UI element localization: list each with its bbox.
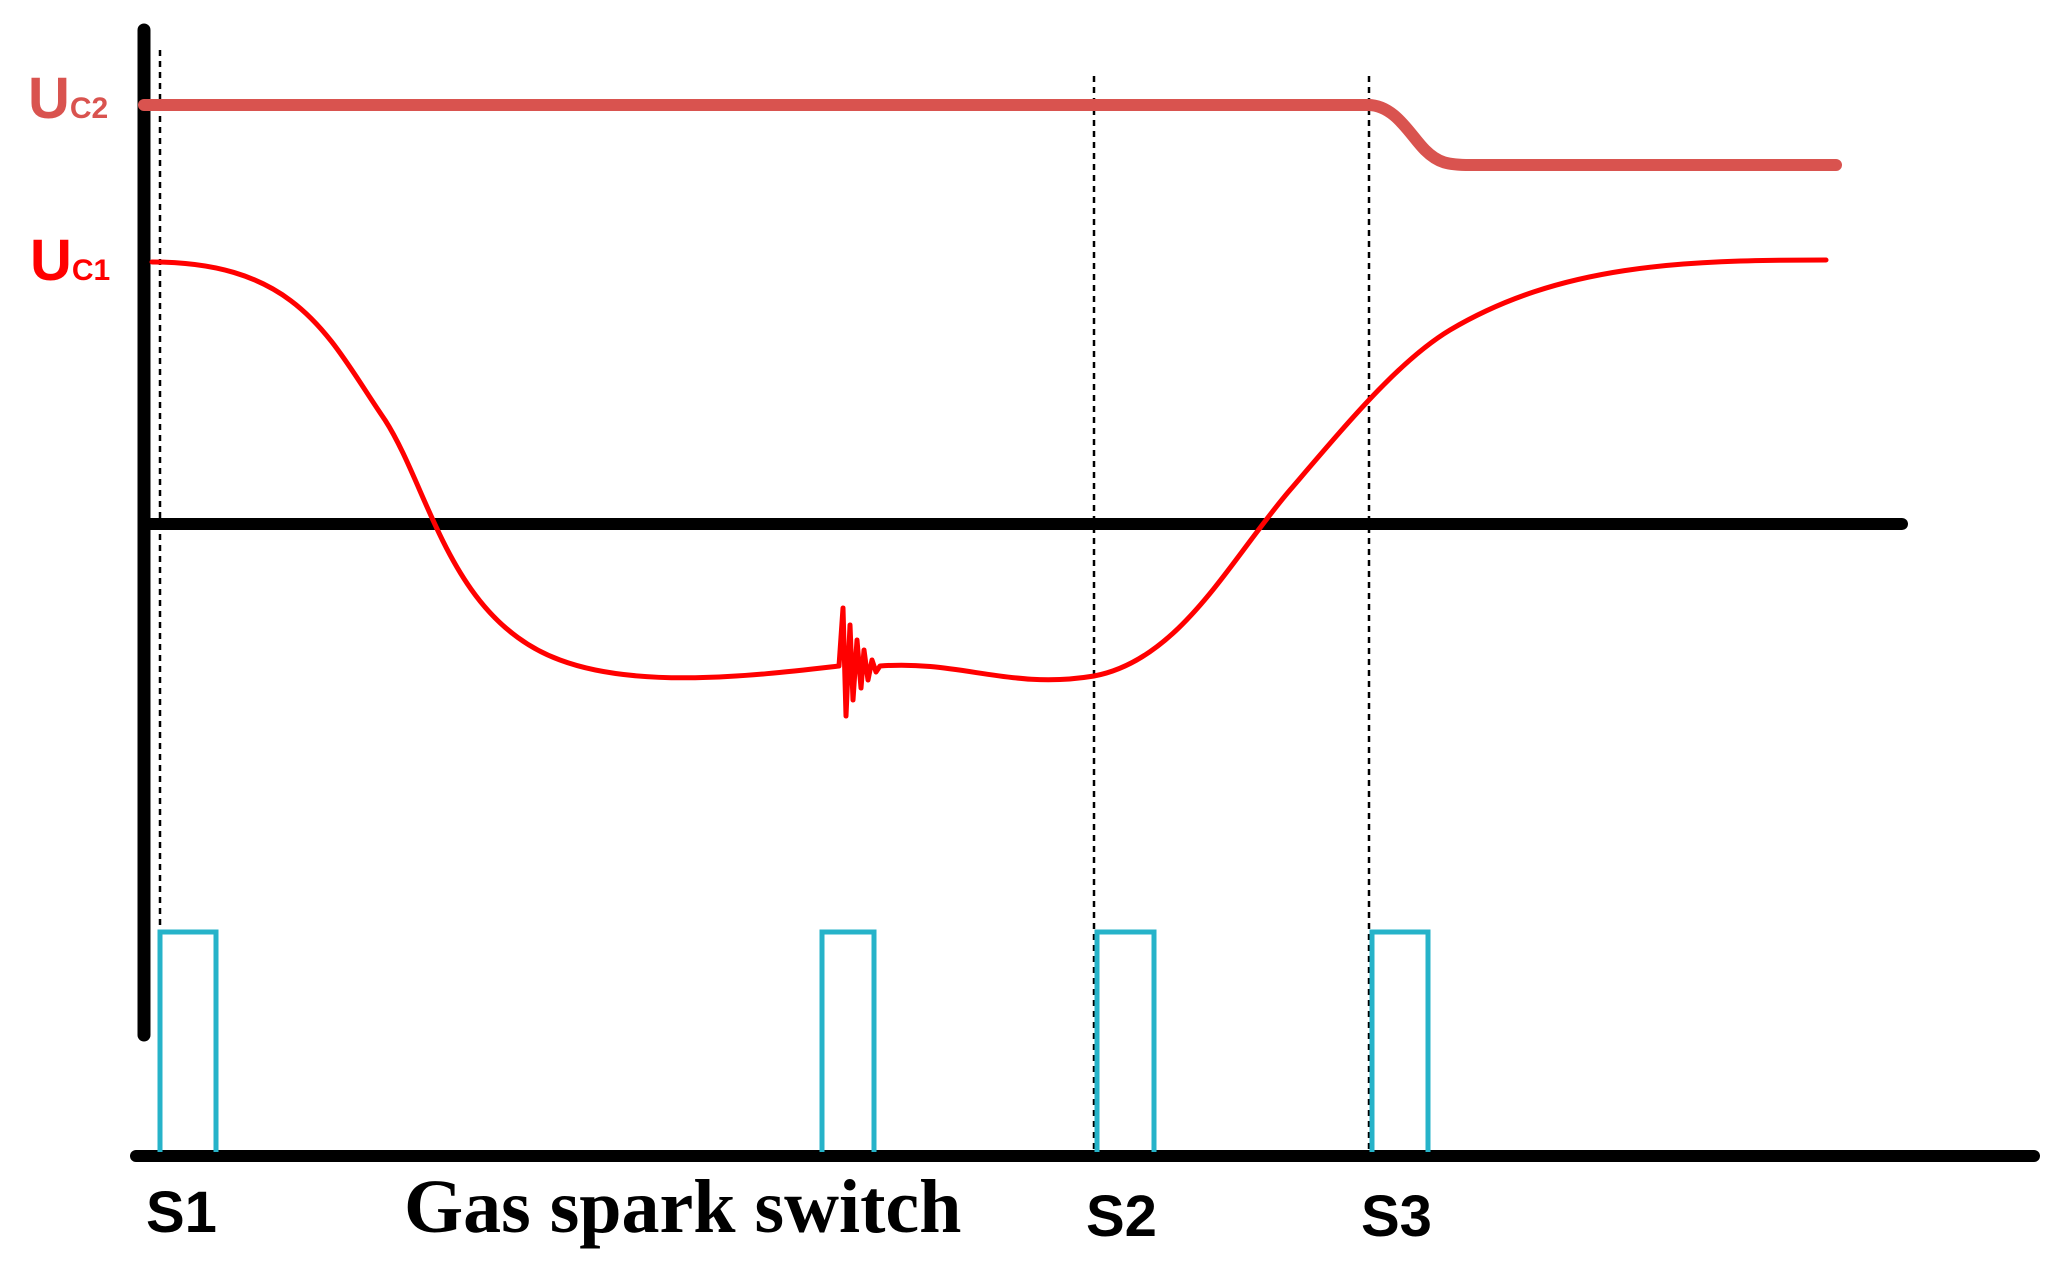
s2-label: S2 [1086, 1184, 1157, 1249]
gas-spark-switch-label: Gas spark switch [404, 1165, 961, 1249]
uc2-label: UC2 [28, 66, 108, 131]
uc2-label-sub: C2 [70, 92, 108, 125]
uc1-waveform [149, 257, 1829, 719]
uc1-label: UC1 [30, 228, 110, 293]
uc1-label-sub: C1 [72, 254, 110, 287]
s2-trigger-pulse [1094, 929, 1157, 1152]
uc1-label-main: U [30, 228, 72, 293]
uc2-waveform [138, 99, 1842, 171]
uc2-label-main: U [28, 66, 70, 131]
gas-spark-switch-trigger-pulse [819, 929, 877, 1152]
s3-trigger-pulse [1369, 929, 1431, 1152]
s1-label: S1 [146, 1180, 217, 1245]
s3-label: S3 [1361, 1184, 1432, 1249]
s1-trigger-pulse [157, 929, 219, 1152]
